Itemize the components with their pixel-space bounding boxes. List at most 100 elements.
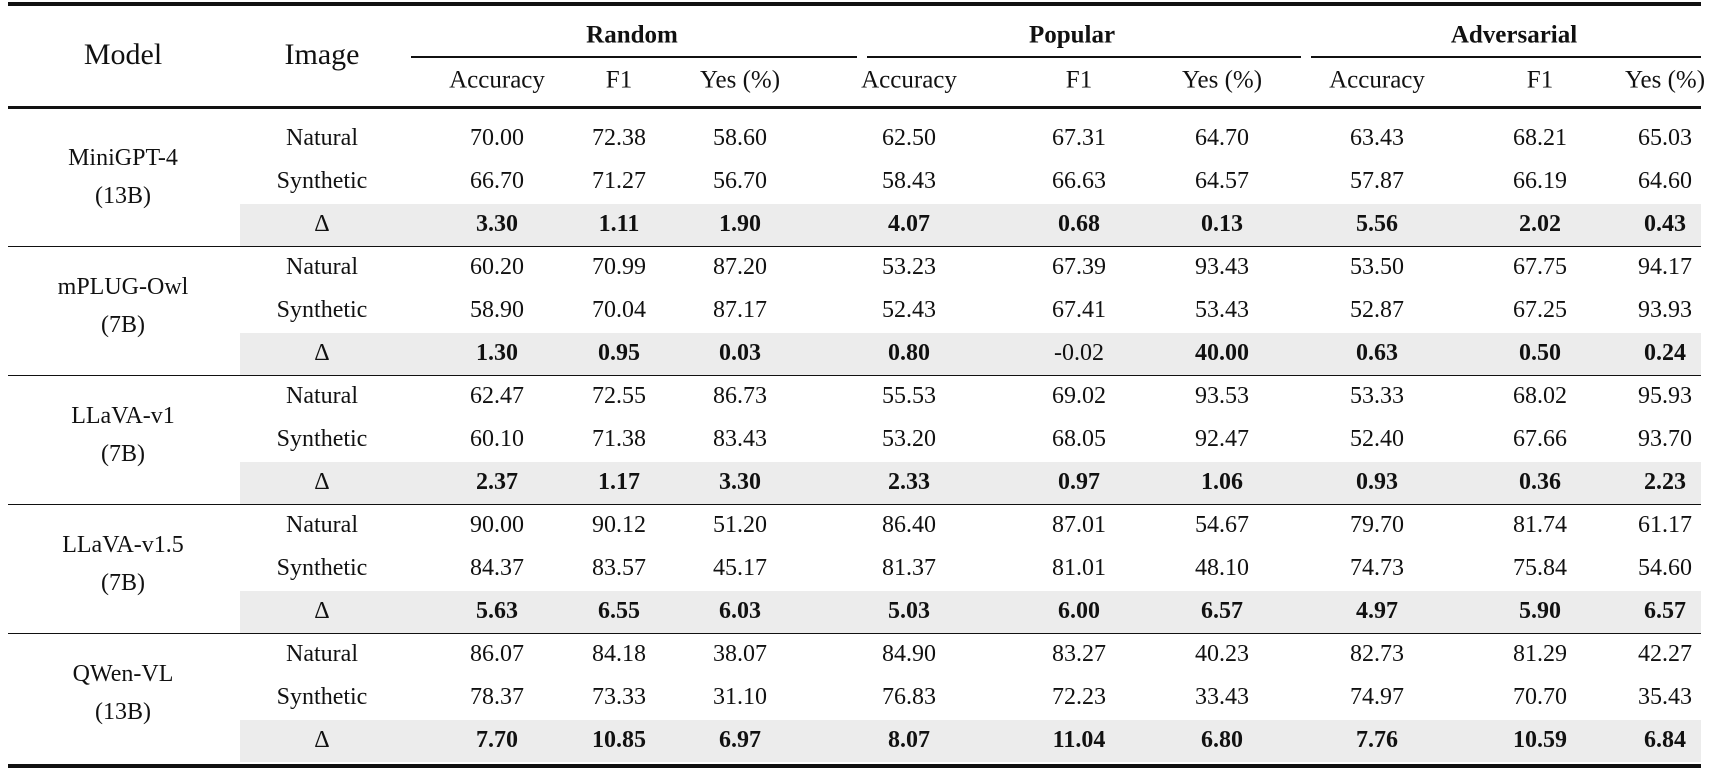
table-cell: 67.31 [1052,125,1106,151]
delta-value: 3.30 [476,210,518,237]
table-cell: 92.47 [1195,425,1249,452]
table-cell: 68.21 [1513,125,1567,151]
table-cell: 58.60 [713,125,767,151]
table-cell: 87.20 [713,254,767,280]
metric-header: Yes (%) [1181,66,1263,94]
table-cell: 70.00 [470,125,524,151]
table-cell: 60.10 [470,425,524,452]
image-type: Natural [286,254,358,280]
table-cell: 81.37 [882,554,936,581]
table-cell: 66.19 [1513,167,1567,194]
metric-header: F1 [1065,66,1093,94]
table-cell: 62.47 [470,383,524,409]
table-cell: 58.43 [882,167,936,194]
table-cell: 70.99 [592,254,646,280]
delta-value: 0.68 [1058,210,1100,237]
table-cell: 66.70 [470,167,524,194]
table-cell: 93.70 [1638,425,1692,452]
group-header: Popular [1028,21,1116,49]
delta-value: 0.97 [1058,468,1100,495]
table-cell: 53.33 [1350,383,1404,409]
delta-row-shade [240,333,1701,375]
delta-value: 0.50 [1519,339,1561,366]
table-cell: 53.50 [1350,254,1404,280]
table-cell: 84.18 [592,641,646,667]
delta-row-shade [240,720,1701,762]
metric-header: Accuracy [1329,66,1425,94]
delta-value: 3.30 [719,468,761,495]
model-name: mPLUG-Owl [57,274,189,301]
image-type: Synthetic [276,167,368,194]
table-cell: 73.33 [592,683,646,710]
delta-value: 6.80 [1201,726,1243,753]
image-type: Natural [286,512,358,538]
table-cell: 76.83 [882,683,936,710]
delta-value: 6.55 [598,597,640,624]
delta-label: Δ [314,726,330,753]
table-cell: 71.38 [592,425,646,452]
table-cell: 79.70 [1350,512,1404,538]
table-cell: 87.01 [1052,512,1106,538]
table-cell: 67.75 [1513,254,1567,280]
delta-value: 2.23 [1644,468,1686,495]
table-cell: 84.90 [882,641,936,667]
delta-value: 1.17 [598,468,640,495]
delta-value: 0.03 [719,339,761,366]
table-cell: 53.43 [1195,296,1249,323]
image-type: Natural [286,125,358,151]
group-underline [411,56,857,58]
table-cell: 53.20 [882,425,936,452]
table-cell: 63.43 [1350,125,1404,151]
model-separator [8,245,1701,248]
table-cell: 83.43 [713,425,767,452]
table-cell: 67.41 [1052,296,1106,323]
delta-row-shade [240,462,1701,504]
table-cell: 64.60 [1638,167,1692,194]
group-header: Random [586,21,678,49]
model-name: LLaVA-v1 [71,403,175,430]
table-cell: 52.40 [1350,425,1404,452]
table-cell: 81.29 [1513,641,1567,667]
model-name: LLaVA-v1.5 [62,532,184,559]
table-cell: 53.23 [882,254,936,280]
delta-value: 2.02 [1519,210,1561,237]
table-cell: 61.17 [1638,512,1692,538]
delta-value: 0.36 [1519,468,1561,495]
model-size: (13B) [95,183,151,210]
delta-value: 6.03 [719,597,761,624]
table-cell: 83.27 [1052,641,1106,667]
group-underline [1311,56,1701,58]
image-type: Synthetic [276,296,368,323]
model-name: MiniGPT-4 [68,145,178,172]
metric-header: Yes (%) [699,66,781,94]
table-cell: 93.93 [1638,296,1692,323]
table-cell: 67.39 [1052,254,1106,280]
delta-value: 0.43 [1644,210,1686,237]
delta-value: 1.30 [476,339,518,366]
table-cell: 81.74 [1513,512,1567,538]
delta-value: 6.84 [1644,726,1686,753]
metric-header: Yes (%) [1624,66,1706,94]
delta-value: -0.02 [1054,339,1104,366]
table-cell: 33.43 [1195,683,1249,710]
table-cell: 84.37 [470,554,524,581]
table-cell: 71.27 [592,167,646,194]
table-cell: 64.57 [1195,167,1249,194]
table-cell: 70.04 [592,296,646,323]
image-type: Synthetic [276,683,368,710]
delta-value: 8.07 [888,726,930,753]
delta-value: 5.03 [888,597,930,624]
table-cell: 78.37 [470,683,524,710]
delta-label: Δ [314,468,330,495]
delta-value: 1.06 [1201,468,1243,495]
table-cell: 42.27 [1638,641,1692,667]
delta-value: 2.37 [476,468,518,495]
delta-value: 6.57 [1644,597,1686,624]
delta-value: 11.04 [1052,726,1106,753]
table-cell: 90.00 [470,512,524,538]
delta-value: 5.90 [1519,597,1561,624]
table-cell: 70.70 [1513,683,1567,710]
table-cell: 81.01 [1052,554,1106,581]
table-cell: 83.57 [592,554,646,581]
table-cell: 82.73 [1350,641,1404,667]
